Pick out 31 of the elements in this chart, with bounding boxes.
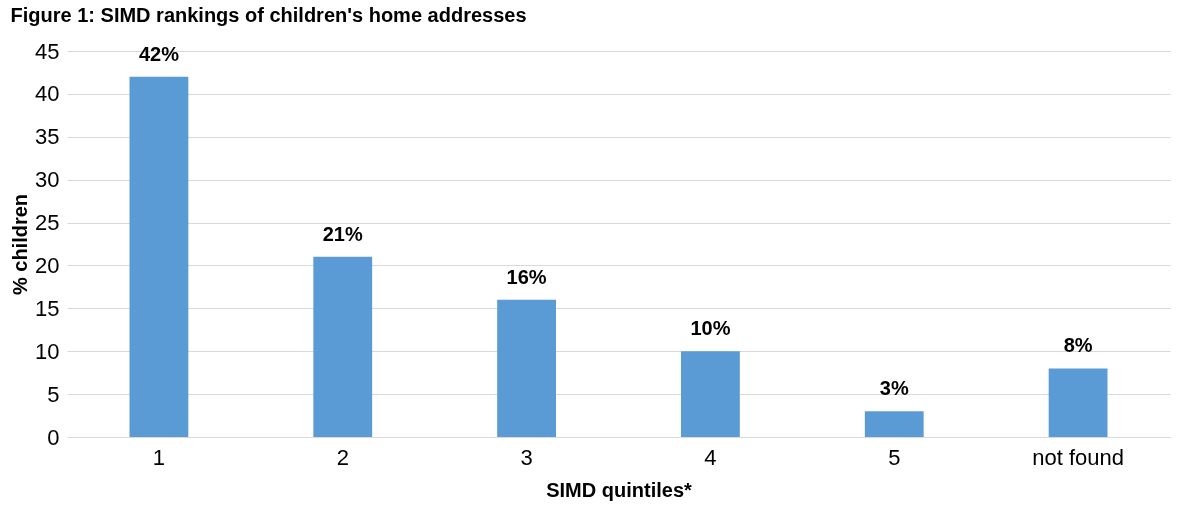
bar [864, 411, 924, 437]
bar [681, 351, 740, 437]
x-tick-label: 5 [888, 444, 901, 470]
y-tick-label: 15 [35, 295, 60, 321]
x-axis-title: SIMD quintiles* [546, 478, 692, 501]
x-tick-label: 3 [520, 444, 533, 470]
y-tick-label: 0 [47, 424, 60, 450]
y-tick-label: 45 [35, 38, 60, 64]
bar [497, 299, 556, 437]
y-axis-title: % children [9, 193, 32, 296]
data-label: 42% [138, 42, 180, 65]
bar [1048, 368, 1108, 437]
data-label: 3% [879, 377, 909, 400]
x-tick-label: 1 [152, 444, 166, 470]
data-label: 16% [506, 265, 547, 288]
data-label: 21% [322, 222, 363, 245]
chart-title: Figure 1: SIMD rankings of children's home addresses [10, 4, 527, 26]
y-tick-label: 30 [35, 167, 60, 193]
data-label: 10% [690, 317, 731, 340]
y-tick-label: 5 [47, 381, 60, 407]
bar [129, 76, 189, 437]
y-tick-label: 10 [35, 338, 60, 364]
x-tick-label: not found [1032, 444, 1124, 470]
y-tick-label: 25 [35, 210, 60, 236]
y-tick-label: 35 [35, 124, 60, 150]
bar [313, 256, 373, 437]
y-tick-label: 20 [35, 252, 60, 278]
x-tick-label: 4 [704, 444, 717, 470]
x-tick-label: 2 [336, 444, 349, 470]
data-label: 8% [1063, 334, 1093, 357]
y-tick-label: 40 [35, 81, 60, 107]
